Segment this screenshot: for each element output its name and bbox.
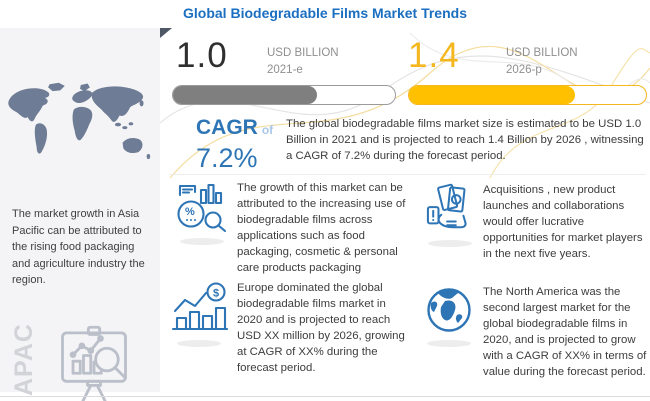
market-size-2026-unit: USD BILLION 2026-p	[506, 45, 578, 78]
insight-text: Europe dominated the global biodegradabl…	[237, 282, 405, 374]
cagr-label: CAGR	[196, 116, 258, 139]
insight-opportunities: Acquisitions , new product launches and …	[426, 183, 650, 263]
presentation-chart-icon	[61, 325, 127, 401]
market-summary-text: The global biodegradable films market si…	[286, 118, 644, 163]
period-label: 2026-p	[506, 63, 542, 76]
cagr-connector: of	[261, 123, 274, 137]
money-hand-icon	[426, 183, 467, 229]
insight-market-growth: % The growth of this market can be attri…	[176, 181, 410, 277]
icon-shadow	[428, 240, 472, 247]
globe-icon	[427, 288, 471, 332]
progress-bar-2026	[408, 85, 647, 105]
insight-icon-column: %	[176, 181, 228, 245]
region-label: APAC	[10, 323, 38, 396]
insight-europe: $ Europe dominated the global biodegrada…	[170, 281, 410, 377]
period-label: 2021-e	[267, 63, 303, 76]
insight-north-america: The North America was the second largest…	[424, 285, 650, 381]
growth-chart-icon: $	[171, 282, 228, 331]
progress-fill-2026	[409, 86, 575, 104]
unit-label: USD BILLION	[506, 47, 578, 59]
bottom-border	[0, 396, 650, 397]
cagr-value: 7.2%	[196, 143, 258, 173]
progress-fill-2021	[173, 86, 318, 104]
corner-fold-icon	[160, 28, 172, 38]
icon-shadow	[180, 238, 224, 245]
cagr-callout: CAGR of 7.2%	[196, 116, 273, 174]
insight-text: The growth of this market can be attribu…	[237, 182, 406, 274]
insight-icon-column	[424, 285, 474, 347]
unit-label: USD BILLION	[267, 47, 339, 59]
section-divider	[170, 174, 646, 175]
icon-shadow	[427, 340, 471, 347]
insight-icon-column	[426, 183, 474, 247]
world-map	[8, 82, 151, 160]
dollar-glyph: $	[213, 288, 219, 300]
region-panel: The market growth in Asia Pacific can be…	[0, 28, 160, 401]
page-title: Global Biodegradable Films Market Trends	[183, 5, 467, 21]
market-analysis-icon: %	[177, 183, 227, 233]
market-size-2021-value: 1.0	[176, 36, 228, 75]
progress-bar-2021	[172, 85, 396, 105]
insight-text: The North America was the second largest…	[483, 286, 647, 378]
market-size-2026-value: 1.4	[408, 36, 460, 75]
market-size-2021-unit: USD BILLION 2021-e	[267, 45, 339, 78]
insight-text: Acquisitions , new product launches and …	[483, 184, 643, 260]
icon-shadow	[177, 340, 221, 347]
percent-glyph: %	[185, 206, 195, 218]
insight-icon-column: $	[170, 281, 228, 347]
region-note: The market growth in Asia Pacific can be…	[12, 208, 145, 286]
